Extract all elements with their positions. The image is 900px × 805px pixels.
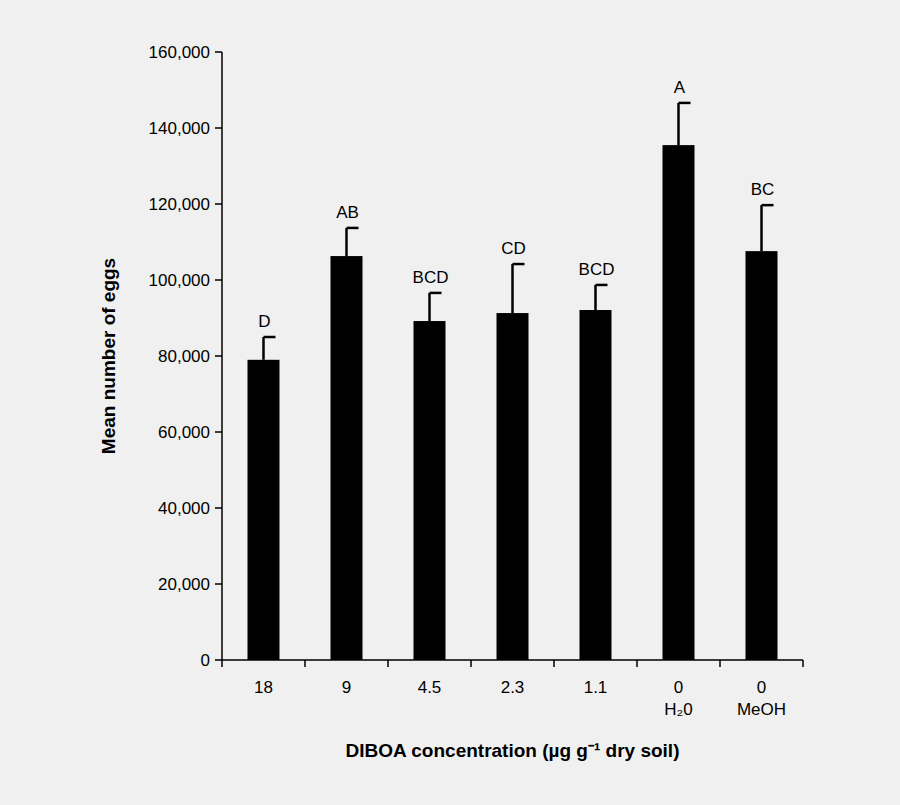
y-tick <box>215 51 222 53</box>
x-tick-label-line: 2.3 <box>501 678 525 697</box>
x-tick-label-line: 4.5 <box>418 678 442 697</box>
x-tick <box>304 660 306 667</box>
x-tick-label: 9 <box>342 678 351 697</box>
error-bar <box>679 103 691 145</box>
error-cap <box>679 102 691 105</box>
x-tick-label: 0H₂0 <box>664 678 692 719</box>
y-tick <box>215 659 222 661</box>
error-line <box>511 264 514 313</box>
error-line <box>428 293 431 321</box>
y-tick-label: 120,000 <box>149 195 210 214</box>
error-line <box>594 285 597 310</box>
y-tick <box>215 507 222 509</box>
x-axis-title: DIBOA concentration (µg g⁻¹ dry soil) <box>346 740 680 761</box>
x-tick-label-line: 0 <box>757 678 766 697</box>
y-tick <box>215 431 222 433</box>
y-axis-title: Mean number of eggs <box>98 258 119 454</box>
y-tick <box>215 203 222 205</box>
annotation: D <box>258 312 270 331</box>
error-cap <box>264 336 276 339</box>
annotation: BC <box>751 180 775 199</box>
error-cap <box>347 227 359 230</box>
error-bar <box>513 264 525 313</box>
annotation: A <box>674 78 686 97</box>
bars <box>248 103 778 660</box>
y-tick <box>215 583 222 585</box>
x-tick-label-line: MeOH <box>737 700 786 719</box>
bar <box>414 321 446 660</box>
y-tick-label: 80,000 <box>158 347 210 366</box>
y-tick-label: 60,000 <box>158 423 210 442</box>
annotation: BCD <box>579 260 615 279</box>
error-cap <box>513 263 525 266</box>
x-tick-label: 18 <box>254 678 273 697</box>
annotation: CD <box>501 239 526 258</box>
error-cap <box>762 204 774 207</box>
bar <box>497 313 529 660</box>
y-tick <box>215 279 222 281</box>
y-tick-label: 20,000 <box>158 575 210 594</box>
error-cap <box>430 292 442 295</box>
y-tick-label: 40,000 <box>158 499 210 518</box>
error-line <box>262 337 265 360</box>
y-tick <box>215 355 222 357</box>
x-tick-label-line: 18 <box>254 678 273 697</box>
error-cap <box>596 284 608 287</box>
y-tick-label: 0 <box>201 651 210 670</box>
x-axis <box>222 659 803 661</box>
error-line <box>677 103 680 145</box>
annotation: AB <box>336 203 359 222</box>
error-line <box>345 228 348 256</box>
annotation: BCD <box>413 268 449 287</box>
x-tick <box>636 660 638 667</box>
x-tick-label-line: H₂0 <box>664 700 692 719</box>
error-bar <box>264 337 276 360</box>
y-tick <box>215 127 222 129</box>
x-tick <box>221 660 223 667</box>
x-tick-label-line: 9 <box>342 678 351 697</box>
error-line <box>760 205 763 251</box>
x-tick <box>387 660 389 667</box>
x-tick-label: 2.3 <box>501 678 525 697</box>
bar <box>580 310 612 660</box>
y-tick-label: 100,000 <box>149 271 210 290</box>
y-tick-label: 160,000 <box>149 43 210 62</box>
x-tick <box>553 660 555 667</box>
y-tick-label: 140,000 <box>149 119 210 138</box>
x-tick <box>802 660 804 667</box>
error-bar <box>762 205 774 251</box>
error-bar <box>596 285 608 310</box>
x-tick <box>470 660 472 667</box>
x-tick <box>719 660 721 667</box>
bar <box>663 145 695 660</box>
error-bar <box>347 228 359 256</box>
bar <box>248 360 280 660</box>
x-tick-label-line: 0 <box>674 678 683 697</box>
x-tick-label: 1.1 <box>584 678 608 697</box>
x-tick-label: 0 MeOH <box>737 678 786 719</box>
x-tick-label: 4.5 <box>418 678 442 697</box>
x-tick-label-line: 1.1 <box>584 678 608 697</box>
bar <box>746 251 778 660</box>
error-bar <box>430 293 442 321</box>
chart: D AB BCD CD BCD A BC 0 20,000 40,000 60,000 80,000 1… <box>0 0 900 805</box>
bar <box>331 256 363 660</box>
